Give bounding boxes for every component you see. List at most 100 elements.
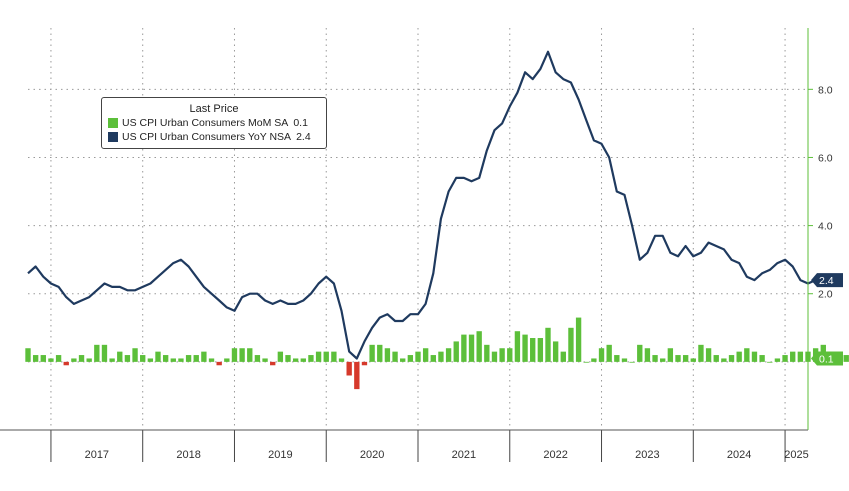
x-tick-label: 2017: [85, 449, 109, 461]
mom-bar: [713, 355, 719, 362]
mom-bar: [277, 351, 284, 362]
mom-bar: [560, 351, 566, 362]
mom-bar: [430, 355, 436, 362]
mom-bar: [124, 355, 131, 362]
mom-bar: [308, 355, 314, 362]
mom-bar: [843, 355, 849, 362]
mom-bar: [86, 358, 92, 362]
mom-bar: [400, 358, 406, 362]
mom-bar: [117, 351, 123, 362]
y-tick-label: 2.0: [818, 289, 833, 301]
mom-bars: [25, 317, 849, 390]
mom-bar: [63, 361, 69, 366]
mom-bar: [377, 344, 383, 362]
mom-bar: [55, 355, 62, 362]
mom-bar: [591, 358, 597, 362]
x-tick-label: 2023: [635, 449, 659, 461]
mom-bar: [759, 355, 765, 362]
mom-bar: [224, 358, 230, 362]
mom-bar: [262, 358, 268, 362]
mom-bar: [751, 351, 758, 362]
mom-bar: [782, 355, 788, 362]
mom-bar: [331, 351, 337, 362]
mom-bar: [101, 344, 108, 362]
mom-bar: [690, 358, 696, 362]
y-tick-label: 4.0: [818, 221, 833, 233]
badge-shape: [811, 351, 843, 366]
mom-bar: [239, 348, 245, 362]
mom-bar: [736, 351, 742, 362]
mom-bar: [140, 355, 146, 362]
y-tick-label: 6.0: [818, 152, 833, 164]
mom-bar: [292, 358, 299, 362]
mom-bar: [644, 348, 651, 362]
mom-bar: [94, 344, 100, 362]
badge-mom: 0.1: [811, 351, 843, 366]
x-tick-label: 2020: [360, 449, 384, 461]
mom-bar: [32, 355, 39, 362]
mom-bar: [155, 351, 161, 362]
mom-bar: [132, 348, 138, 362]
mom-bar: [208, 358, 215, 362]
mom-bar: [721, 358, 727, 362]
mom-bar: [40, 355, 46, 362]
mom-bar: [201, 351, 207, 362]
mom-bar: [522, 334, 528, 362]
mom-bar: [25, 348, 31, 362]
mom-bar: [767, 361, 773, 363]
mom-bar: [185, 355, 192, 362]
mom-bar: [453, 341, 459, 362]
yoy-line-group: [27, 50, 817, 360]
mom-bar: [48, 358, 54, 362]
mom-bar: [438, 351, 444, 362]
legend-title: Last Price: [189, 103, 239, 115]
mom-bar: [468, 334, 475, 362]
mom-bar: [682, 355, 689, 362]
x-tick-label: 2021: [452, 449, 476, 461]
mom-bar: [247, 348, 253, 362]
mom-bar: [369, 344, 375, 362]
mom-bar: [537, 338, 544, 362]
mom-bar: [407, 355, 414, 362]
mom-bar: [109, 358, 115, 362]
mom-bar: [575, 317, 582, 362]
legend-swatch-mom: [108, 118, 118, 128]
badge-label: 2.4: [819, 275, 834, 287]
x-tick-label: 2022: [543, 449, 567, 461]
mom-bar: [178, 358, 184, 362]
mom-bar: [78, 355, 85, 362]
mom-bar: [254, 355, 261, 362]
mom-bar: [705, 348, 712, 362]
mom-bar: [667, 348, 674, 362]
mom-bar: [491, 351, 498, 362]
mom-bar: [614, 355, 620, 362]
mom-bar: [790, 351, 796, 362]
mom-bar: [629, 361, 635, 363]
mom-bar: [231, 348, 238, 362]
x-tick-label: 2025: [784, 449, 808, 461]
mom-bar: [621, 358, 628, 362]
legend-value-mom: 0.1: [293, 117, 308, 129]
mom-bar: [193, 355, 199, 362]
badge-yoy: 2.4: [811, 273, 843, 288]
mom-bar: [315, 351, 322, 362]
legend-entry-mom: US CPI Urban Consumers MoM SA 0.1: [108, 117, 326, 129]
mom-bar: [71, 358, 77, 362]
legend-value-yoy: 2.4: [296, 131, 311, 143]
mom-bar: [675, 355, 681, 362]
mom-bar: [744, 348, 750, 362]
mom-bar: [774, 358, 781, 362]
mom-bar: [285, 355, 291, 362]
mom-bar: [216, 361, 222, 366]
mom-bar: [346, 361, 352, 376]
mom-bar: [170, 358, 176, 362]
mom-bar: [354, 361, 360, 390]
x-tick-label: 2019: [268, 449, 292, 461]
mom-bar: [514, 331, 521, 362]
mom-bar: [797, 351, 804, 362]
mom-bar: [392, 351, 398, 362]
mom-bar: [652, 355, 658, 362]
legend-swatch-yoy: [108, 132, 118, 142]
